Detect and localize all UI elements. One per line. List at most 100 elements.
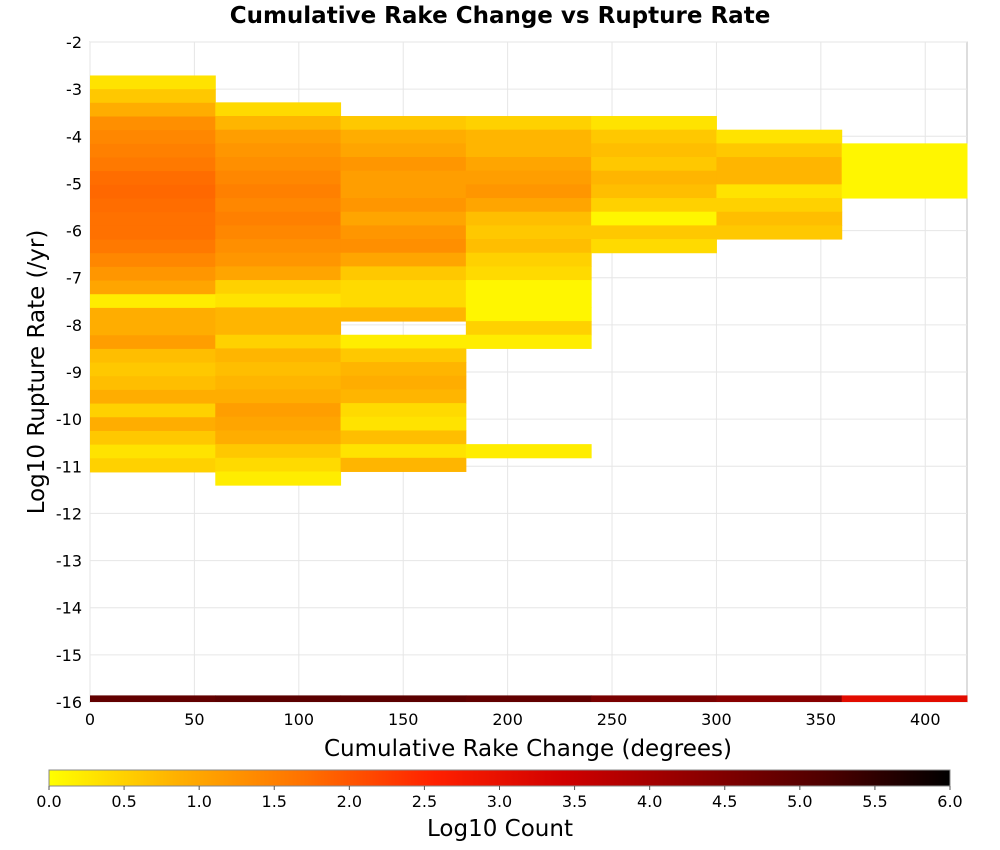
heatmap-cell-5-1 xyxy=(716,143,843,158)
heatmap-cell-1-15 xyxy=(215,307,342,322)
colorbar-tick-label-3: 1.5 xyxy=(262,792,287,811)
heatmap-cell-0-20 xyxy=(90,348,216,364)
y-tick-label-3: -5 xyxy=(66,174,82,193)
colorbar-tick-label-1: 0.5 xyxy=(111,792,136,811)
heatmap-cell-3-13 xyxy=(465,293,592,308)
heatmap-cell-0-3 xyxy=(90,116,216,131)
heatmap-cell-2-3 xyxy=(340,157,467,172)
heatmap-cell-2-4 xyxy=(340,170,467,185)
heatmap-cell-1-4 xyxy=(215,157,342,172)
heatmap-cell-3-15 xyxy=(465,321,592,336)
floor-cell-1 xyxy=(215,695,342,702)
heatmap-cell-4-7 xyxy=(591,211,717,226)
heatmap-cell-0-19 xyxy=(90,335,216,350)
heatmap-cells xyxy=(90,75,968,486)
heatmap-cell-2-2 xyxy=(340,143,467,158)
y-tick-label-11: -13 xyxy=(56,552,82,571)
heatmap-cell-0-10 xyxy=(90,212,216,227)
heatmap-cell-6-3 xyxy=(841,184,968,199)
heatmap-cell-5-7 xyxy=(716,225,843,240)
heatmap-cell-1-20 xyxy=(215,375,342,390)
heatmap-cell-2-21 xyxy=(340,416,467,431)
heatmap-cell-5-2 xyxy=(716,157,843,172)
floor-cell-6 xyxy=(841,695,968,702)
heatmap-cell-2-18 xyxy=(340,375,467,390)
heatmap-cell-2-13 xyxy=(340,293,467,308)
heatmap-cell-2-20 xyxy=(340,403,467,418)
colorbar-tick-label-5: 2.5 xyxy=(412,792,437,811)
heatmap-cell-3-9 xyxy=(465,239,592,254)
x-tick-label-8: 400 xyxy=(910,710,941,729)
heatmap-cell-2-5 xyxy=(340,184,467,199)
heatmap-cell-1-23 xyxy=(215,416,342,431)
heatmap-cell-0-25 xyxy=(90,417,216,432)
heatmap-cell-1-22 xyxy=(215,403,342,418)
floor-cell-5 xyxy=(716,695,843,702)
heatmap-cell-0-23 xyxy=(90,389,216,405)
heatmap-cell-2-6 xyxy=(340,198,467,213)
heatmap-cell-0-26 xyxy=(90,430,216,446)
heatmap-cell-5-3 xyxy=(716,170,843,185)
heatmap-cell-0-7 xyxy=(90,171,216,186)
heatmap-cell-3-2 xyxy=(465,143,592,158)
heatmap-cell-0-9 xyxy=(90,198,216,213)
heatmap-cell-4-3 xyxy=(591,157,717,172)
heatmap-cell-0-1 xyxy=(90,89,216,104)
heatmap-cell-1-3 xyxy=(215,143,342,158)
heatmap-cell-0-6 xyxy=(90,157,216,172)
y-tick-label-14: -16 xyxy=(56,693,82,712)
heatmap-cell-2-22 xyxy=(340,430,467,445)
heatmap-cell-3-14 xyxy=(465,307,592,322)
y-tick-label-4: -6 xyxy=(66,222,82,241)
heatmap-cell-0-28 xyxy=(90,458,216,473)
heatmap-cell-4-9 xyxy=(591,239,717,254)
heatmap-cell-1-16 xyxy=(215,321,342,336)
heatmap-cell-0-21 xyxy=(90,362,216,377)
heatmap-cell-3-4 xyxy=(465,170,592,185)
heatmap-cell-1-11 xyxy=(215,252,342,267)
colorbar-tick-label-0: 0.0 xyxy=(36,792,61,811)
heatmap-cell-1-1 xyxy=(215,116,342,131)
heatmap-cell-0-8 xyxy=(90,184,216,200)
y-axis-label: Log10 Rupture Rate (/yr) xyxy=(24,230,50,515)
colorbar-tick-label-9: 4.5 xyxy=(712,792,737,811)
heatmap-cell-2-7 xyxy=(340,211,467,226)
floor-cell-3 xyxy=(465,695,592,702)
heatmap-cell-0-0 xyxy=(90,75,216,90)
y-tick-label-13: -15 xyxy=(56,646,82,665)
y-tick-label-12: -14 xyxy=(56,599,82,618)
y-tick-label-5: -7 xyxy=(66,269,82,288)
floor-cell-0 xyxy=(90,695,216,702)
y-tick-label-9: -11 xyxy=(56,457,82,476)
heatmap-cell-1-10 xyxy=(215,239,342,254)
heatmap-cell-4-4 xyxy=(591,170,717,185)
colorbar-label: Log10 Count xyxy=(427,816,573,842)
heatmap-cell-0-15 xyxy=(90,280,216,295)
heatmap-cell-0-11 xyxy=(90,225,216,241)
heatmap-cell-2-8 xyxy=(340,225,467,240)
x-axis-label: Cumulative Rake Change (degrees) xyxy=(324,736,732,762)
heatmap-cell-0-14 xyxy=(90,266,216,282)
heatmap-cell-4-5 xyxy=(591,184,717,199)
heatmap-cell-1-27 xyxy=(215,471,342,486)
x-axis-ticks: 0 50 100 150 200 250 300 350 400 xyxy=(85,710,941,729)
heatmap-cell-3-8 xyxy=(465,225,592,240)
x-tick-label-6: 300 xyxy=(701,710,732,729)
y-tick-label-6: -8 xyxy=(66,316,82,335)
floor-cell-4 xyxy=(591,695,717,702)
heatmap-cell-5-0 xyxy=(716,129,843,144)
heatmap-cell-6-1 xyxy=(841,157,968,172)
heatmap-cell-3-1 xyxy=(465,129,592,144)
y-tick-label-7: -9 xyxy=(66,363,82,382)
x-tick-label-4: 200 xyxy=(492,710,523,729)
heatmap-cell-0-2 xyxy=(90,102,216,117)
y-tick-label-8: -10 xyxy=(56,410,82,429)
heatmap-cell-2-10 xyxy=(340,252,467,267)
colorbar-tick-label-12: 6.0 xyxy=(937,792,962,811)
heatmap-cell-6-0 xyxy=(841,143,968,158)
heatmap-cell-1-18 xyxy=(215,348,342,363)
x-tick-label-1: 50 xyxy=(184,710,204,729)
heatmap-cell-0-4 xyxy=(90,130,216,145)
heatmap-cell-3-6 xyxy=(465,198,592,213)
